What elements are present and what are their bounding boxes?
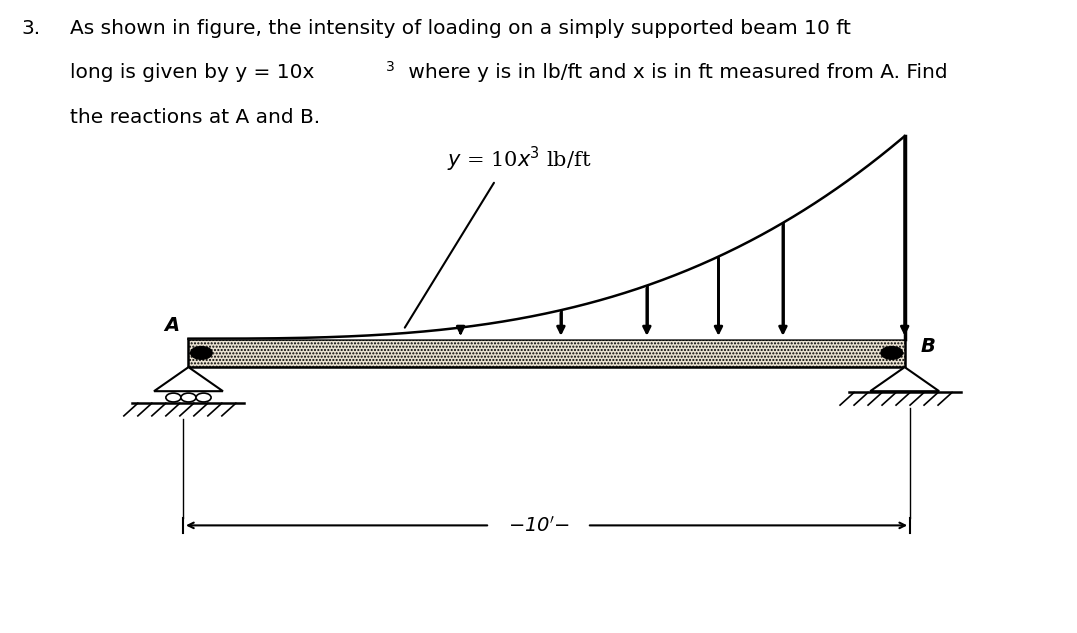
Text: As shown in figure, the intensity of loading on a simply supported beam 10 ft: As shown in figure, the intensity of loa… — [70, 19, 851, 38]
Polygon shape — [188, 136, 905, 339]
Circle shape — [196, 393, 211, 402]
Circle shape — [881, 347, 903, 359]
Text: $-$10$'$$-$: $-$10$'$$-$ — [507, 515, 570, 536]
Text: long is given by y = 10x: long is given by y = 10x — [70, 63, 314, 82]
Bar — [188, 339, 905, 367]
Circle shape — [191, 347, 212, 359]
Text: the reactions at A and B.: the reactions at A and B. — [70, 108, 320, 127]
Text: B: B — [921, 337, 936, 356]
Polygon shape — [154, 367, 223, 391]
Circle shape — [181, 393, 196, 402]
Text: $\mathit{y}$ = 10$\mathit{x}$$^3$ lb/ft: $\mathit{y}$ = 10$\mathit{x}$$^3$ lb/ft — [447, 145, 591, 174]
Circle shape — [166, 393, 181, 402]
Text: A: A — [165, 316, 180, 335]
Text: 3.: 3. — [22, 19, 41, 38]
Polygon shape — [870, 367, 939, 391]
Text: where y is in lb/ft and x is in ft measured from A. Find: where y is in lb/ft and x is in ft measu… — [402, 63, 948, 82]
Text: 3: 3 — [386, 60, 394, 74]
